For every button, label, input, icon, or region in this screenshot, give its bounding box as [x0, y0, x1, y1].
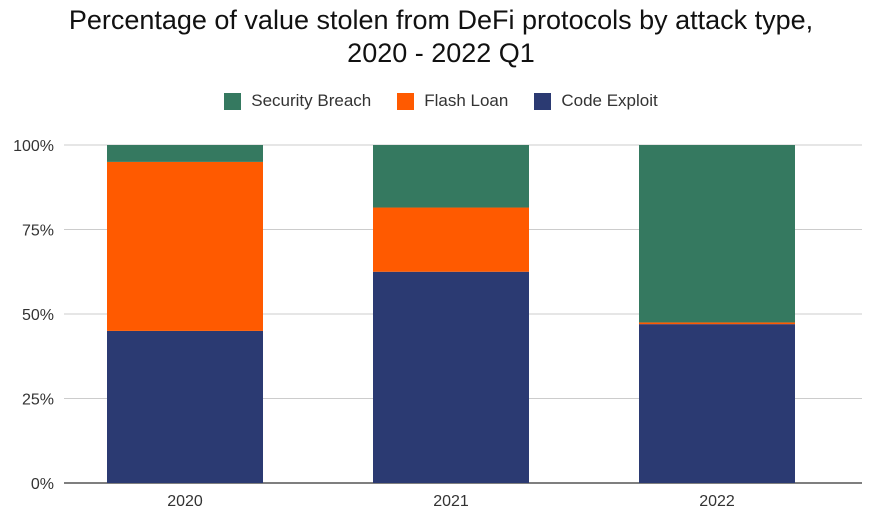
y-tick-label: 25%: [22, 392, 54, 409]
x-tick-label: 2020: [167, 493, 203, 510]
y-tick-label: 50%: [22, 307, 54, 324]
bar-2021-flash-loan: [373, 207, 529, 272]
legend-swatch-code-exploit: [534, 92, 552, 110]
legend-label-flash-loan: Flash Loan: [424, 91, 509, 110]
x-tick-label: 2021: [433, 493, 469, 510]
chart-legend: Security Breach Flash Loan Code Exploit: [0, 91, 882, 111]
y-tick-label: 75%: [22, 223, 54, 240]
legend-swatch-flash-loan: [397, 92, 415, 110]
chart-title: Percentage of value stolen from DeFi pro…: [0, 4, 882, 70]
legend-label-security-breach: Security Breach: [251, 91, 372, 110]
bar-2021-security-breach: [373, 145, 529, 208]
y-tick-label: 100%: [13, 138, 54, 155]
bar-2020-code-exploit: [107, 330, 263, 483]
legend-label-code-exploit: Code Exploit: [561, 91, 658, 110]
bar-2022-code-exploit: [639, 324, 795, 483]
legend-swatch-security-breach: [224, 92, 242, 110]
bar-2020-security-breach: [107, 145, 263, 162]
chart-title-line-1: Percentage of value stolen from DeFi pro…: [68, 5, 814, 35]
bar-2022-security-breach: [639, 145, 795, 323]
legend-item-code-exploit: Code Exploit: [534, 91, 658, 111]
legend-item-flash-loan: Flash Loan: [397, 91, 508, 111]
legend-item-security-breach: Security Breach: [224, 91, 371, 111]
bar-2021-code-exploit: [373, 271, 529, 483]
chart-title-line-2: 2020 - 2022 Q1: [347, 38, 535, 68]
y-tick-label: 0%: [31, 476, 54, 493]
bar-2022-flash-loan: [639, 322, 795, 325]
bar-2020-flash-loan: [107, 161, 263, 331]
x-tick-label: 2022: [699, 493, 735, 510]
